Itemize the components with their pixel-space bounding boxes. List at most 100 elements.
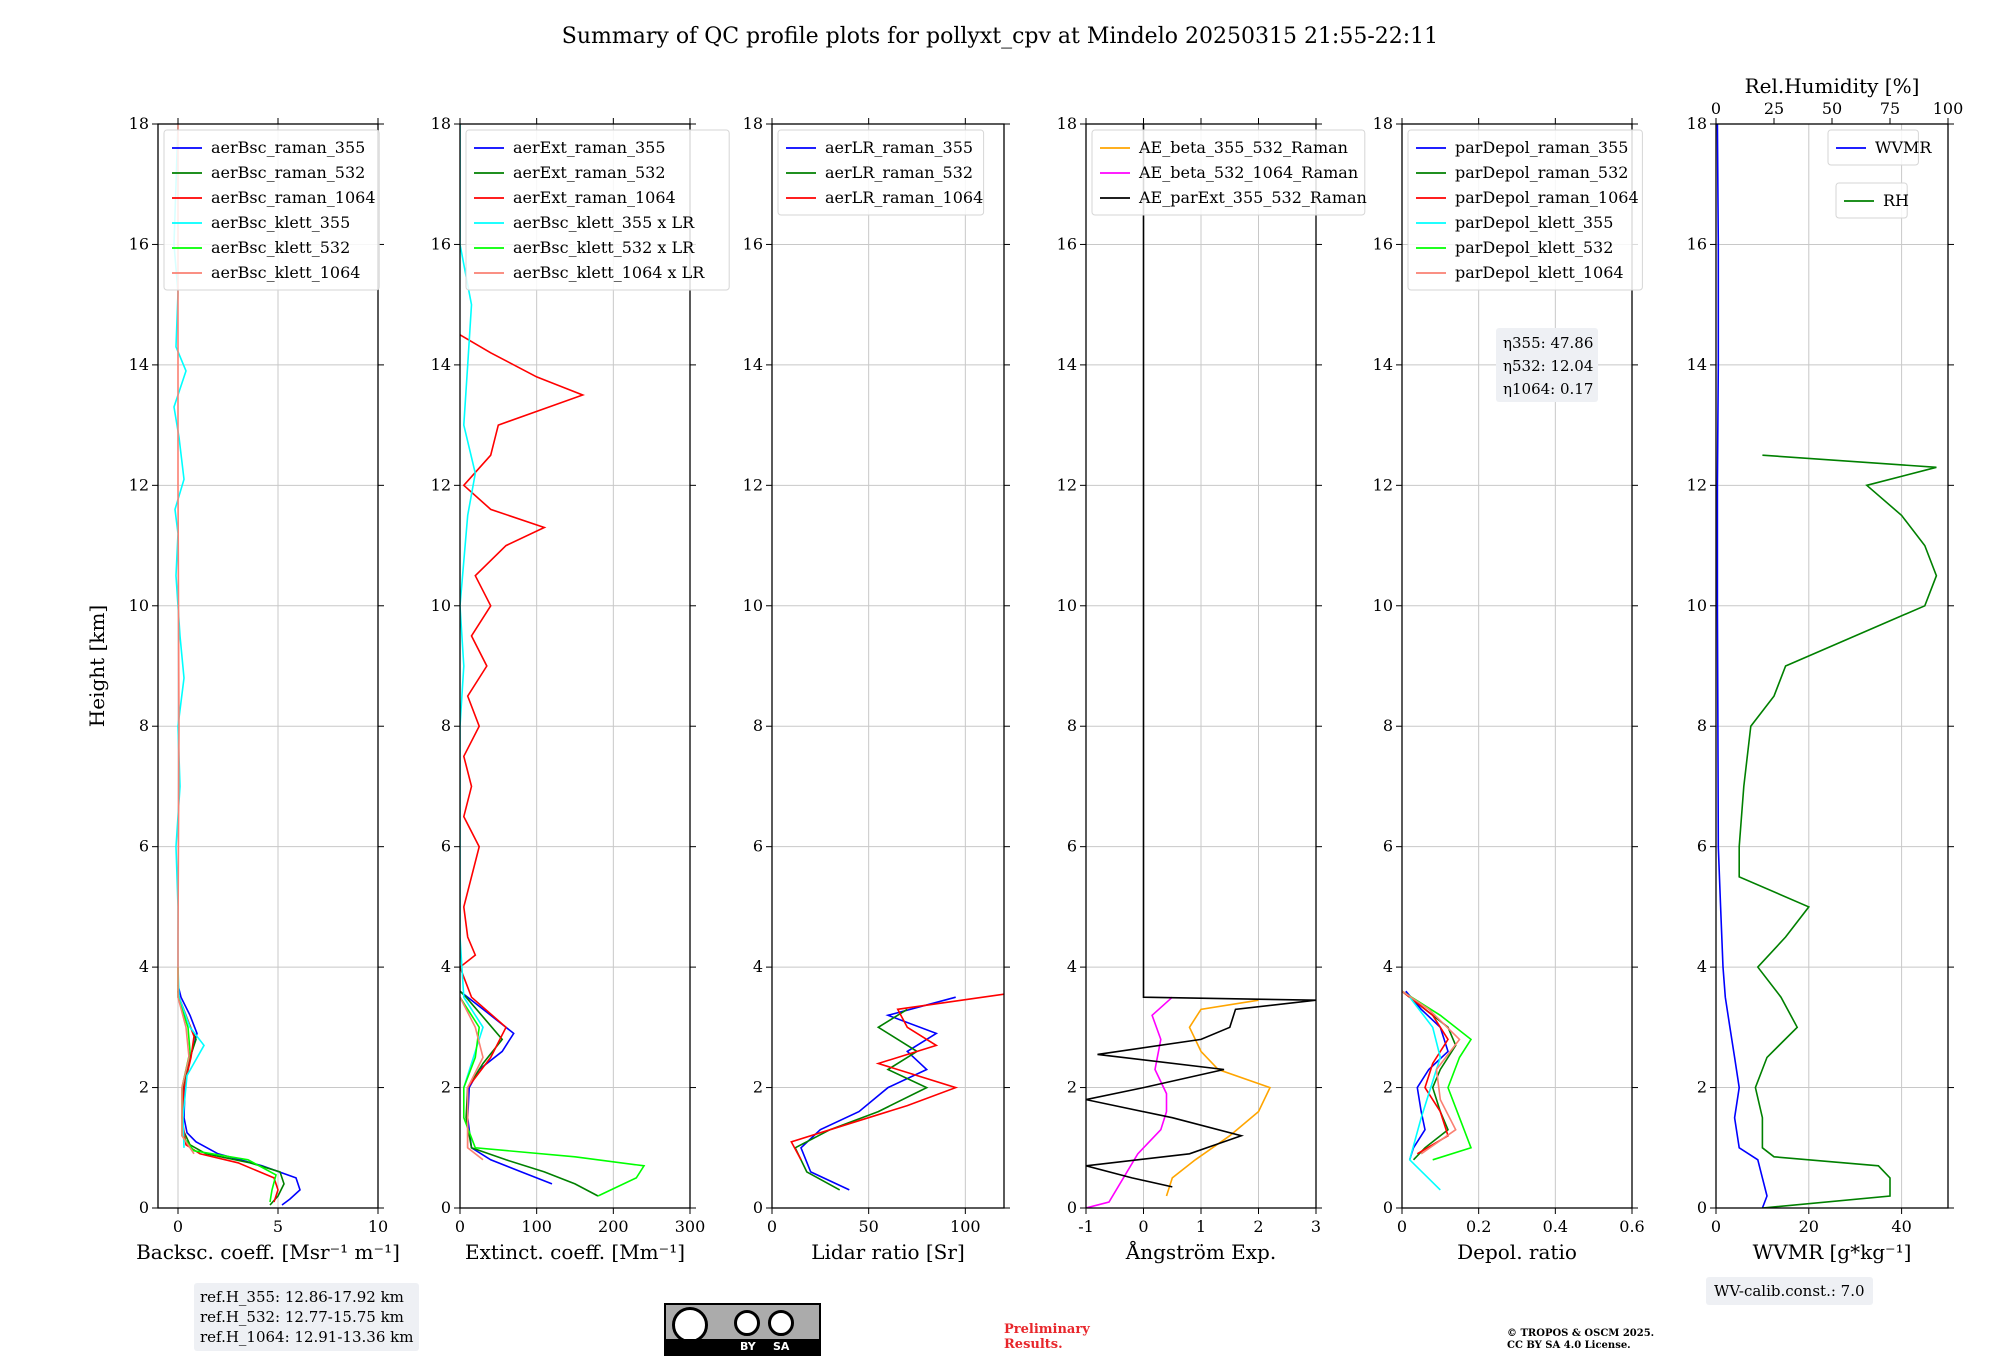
legend-label: AE_parExt_355_532_Raman xyxy=(1138,188,1367,207)
series-line xyxy=(460,990,599,1197)
y-axis-label: Height [km] xyxy=(85,605,109,727)
copyright-line-2: CC BY SA 4.0 License. xyxy=(1507,1340,1631,1351)
y-tick-label: 8 xyxy=(1697,716,1707,735)
y-tick-label: 10 xyxy=(1373,596,1393,615)
series-line xyxy=(460,124,484,1088)
attribution-icon xyxy=(734,1310,760,1336)
y-tick-label: 18 xyxy=(743,114,763,133)
series-line xyxy=(1738,454,1938,1208)
x-tick-label: 1 xyxy=(1196,1217,1206,1236)
series-line xyxy=(1408,996,1442,1191)
cc-icon xyxy=(672,1307,708,1343)
series-line xyxy=(460,334,585,1148)
x-tick-label: 10 xyxy=(368,1217,388,1236)
cc-by-sa-license-badge: BY SA xyxy=(664,1303,821,1356)
y-tick-label: 12 xyxy=(743,475,763,494)
y-tick-label: 14 xyxy=(1057,355,1077,374)
top-x-tick-label: 50 xyxy=(1822,99,1842,118)
ref-height-355: ref.H_355: 12.86-17.92 km xyxy=(200,1288,404,1306)
y-tick-label: 10 xyxy=(1687,596,1707,615)
series-line xyxy=(460,996,484,1161)
legend-label: aerExt_raman_532 xyxy=(513,163,666,182)
y-tick-label: 18 xyxy=(1687,114,1707,133)
legend-rh: RH xyxy=(1835,182,1909,219)
y-tick-label: 18 xyxy=(1057,114,1077,133)
legend-label: RH xyxy=(1883,191,1909,210)
y-tick-label: 8 xyxy=(1383,716,1393,735)
y-tick-label: 14 xyxy=(743,355,763,374)
legend-label: parDepol_raman_355 xyxy=(1455,138,1628,157)
axes-frame xyxy=(1401,123,1633,1209)
x-tick-label: 0.2 xyxy=(1466,1217,1491,1236)
sa-label: SA xyxy=(773,1340,790,1353)
y-tick-label: 16 xyxy=(431,234,451,253)
y-tick-label: 10 xyxy=(129,596,149,615)
top-x-tick-label: 0 xyxy=(1711,99,1721,118)
series-line xyxy=(173,124,205,1148)
y-tick-label: 12 xyxy=(1057,475,1077,494)
top-x-tick-label: 75 xyxy=(1880,99,1900,118)
legend-label: aerBsc_klett_355 xyxy=(211,213,350,232)
ref-height-1064: ref.H_1064: 12.91-13.36 km xyxy=(200,1328,414,1346)
legend-frame xyxy=(163,129,380,291)
y-tick-label: 0 xyxy=(441,1198,451,1217)
legend-label: aerExt_raman_355 xyxy=(513,138,666,157)
legend-label: aerExt_raman_1064 xyxy=(513,188,676,207)
x-tick-label: 3 xyxy=(1311,1217,1321,1236)
y-tick-label: 16 xyxy=(1057,234,1077,253)
top-x-tick-label: 100 xyxy=(1933,99,1964,118)
y-tick-label: 0 xyxy=(1067,1198,1077,1217)
y-tick-label: 16 xyxy=(1373,234,1393,253)
y-tick-label: 14 xyxy=(1373,355,1393,374)
y-tick-label: 0 xyxy=(1697,1198,1707,1217)
y-tick-label: 2 xyxy=(1067,1078,1077,1097)
legend-frame xyxy=(465,129,730,291)
legend-label: aerBsc_raman_532 xyxy=(211,163,365,182)
y-tick-label: 12 xyxy=(1687,475,1707,494)
y-tick-label: 12 xyxy=(431,475,451,494)
y-tick-label: 4 xyxy=(1383,957,1393,976)
y-tick-label: 10 xyxy=(431,596,451,615)
annotation-text: η355: 47.86 xyxy=(1503,334,1593,352)
x-tick-label: 100 xyxy=(521,1217,552,1236)
y-tick-label: 4 xyxy=(139,957,149,976)
y-tick-label: 16 xyxy=(129,234,149,253)
series-line xyxy=(460,996,646,1197)
series-line xyxy=(177,967,277,1203)
y-tick-label: 10 xyxy=(1057,596,1077,615)
y-tick-label: 6 xyxy=(1697,837,1707,856)
panel-3: 0 50 100 0 2 4 6 8 10 12 14 16 18 Lidar ratio [Sr] aer… xyxy=(743,114,1010,1264)
legend-label: aerBsc_klett_1064 xyxy=(211,263,360,282)
y-tick-label: 4 xyxy=(1067,957,1077,976)
axes-frame xyxy=(459,123,691,1209)
y-tick-label: 8 xyxy=(1067,716,1077,735)
legend-label: aerBsc_klett_1064 x LR xyxy=(513,263,705,282)
y-tick-label: 8 xyxy=(753,716,763,735)
y-tick-label: 16 xyxy=(743,234,763,253)
y-tick-label: 14 xyxy=(129,355,149,374)
x-tick-label: 0 xyxy=(767,1217,777,1236)
legend-label: parDepol_raman_1064 xyxy=(1455,188,1639,207)
series-group xyxy=(790,993,1004,1191)
x-axis-label: Depol. ratio xyxy=(1457,1240,1577,1264)
y-tick-label: 10 xyxy=(743,596,763,615)
series-line xyxy=(1402,990,1473,1161)
x-tick-label: 0 xyxy=(455,1217,465,1236)
y-tick-label: 18 xyxy=(1373,114,1393,133)
y-tick-label: 18 xyxy=(431,114,451,133)
figure-title: Summary of QC profile plots for pollyxt_… xyxy=(562,24,1438,49)
y-tick-label: 4 xyxy=(1697,957,1707,976)
y-tick-label: 12 xyxy=(129,475,149,494)
legend-label: parDepol_klett_532 xyxy=(1455,238,1613,257)
x-tick-label: 200 xyxy=(598,1217,629,1236)
x-tick-label: 0 xyxy=(1138,1217,1148,1236)
x-axis-label: Extinct. coeff. [Mm⁻¹] xyxy=(465,1240,685,1264)
series-group xyxy=(1402,990,1473,1191)
legend-label: aerLR_raman_355 xyxy=(825,138,973,157)
series-group xyxy=(1086,124,1316,1208)
series-line xyxy=(1716,124,1768,1208)
copyright-line-1: © TROPOS & OSCM 2025. xyxy=(1507,1328,1655,1339)
copyright-note: © TROPOS & OSCM 2025. CC BY SA 4.0 Licen… xyxy=(1507,1328,1654,1352)
eta-annotation: η355: 47.86 η532: 12.04 η1064: 0.17 xyxy=(1496,328,1598,402)
